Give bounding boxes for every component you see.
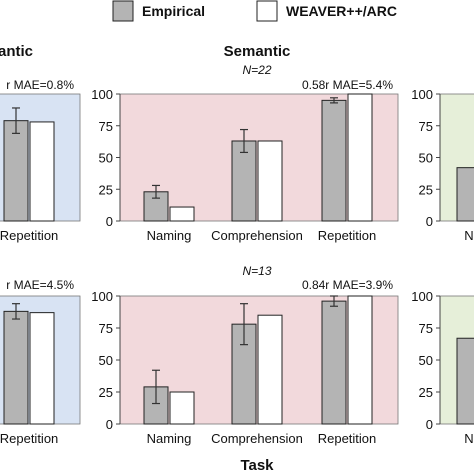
legend-label-empirical: Empirical <box>142 3 205 19</box>
bar-model <box>347 295 373 425</box>
bar-model <box>257 314 283 425</box>
y-tick-label: 25 <box>419 182 433 197</box>
x-tick-label: Naming <box>147 431 192 446</box>
bar-model <box>29 312 55 425</box>
legend-swatch-empirical <box>112 0 134 22</box>
x-tick-label: N <box>464 431 473 446</box>
stats-label: r MAE=0.8% <box>6 78 74 92</box>
y-tick-label: 75 <box>419 119 433 134</box>
y-tick-label: 100 <box>411 87 433 102</box>
bar-model <box>169 206 195 222</box>
y-tick-label: 0 <box>106 214 113 229</box>
stats-label: r MAE=4.5% <box>6 278 74 292</box>
x-tick-label: Comprehension <box>211 228 303 243</box>
panel-top-right-partial: 0 25 50 75 100 N <box>411 87 474 243</box>
panel-title: N=13 <box>242 264 271 278</box>
y-tick-label: 50 <box>419 151 433 166</box>
panel-title: N=22 <box>242 63 271 77</box>
panel-top-left-partial: Repetition r MAE=0.8% <box>0 78 81 243</box>
stats-label: 0.84r MAE=3.9% <box>302 278 393 292</box>
bar-empirical <box>3 310 29 425</box>
x-tick-label: Repetition <box>0 228 58 243</box>
bar-model <box>257 140 283 222</box>
bar-empirical <box>456 167 474 222</box>
y-tick-label: 50 <box>99 151 113 166</box>
panels: Repetition r MAE=0.8% 0 25 50 75 100 Naming Comp… <box>0 63 474 446</box>
panel-bottom-center: 0 25 50 75 100 Naming Comprehension Repetition N… <box>91 264 399 446</box>
y-tick-label: 100 <box>411 289 433 304</box>
bar-empirical <box>321 99 347 222</box>
bar-empirical <box>456 337 474 425</box>
row-title-left: antic <box>0 43 33 60</box>
y-tick-label: 0 <box>426 214 433 229</box>
y-tick-label: 25 <box>99 182 113 197</box>
bar-empirical <box>321 300 347 425</box>
y-tick-label: 25 <box>419 385 433 400</box>
y-tick-label: 100 <box>91 289 113 304</box>
bar-empirical <box>3 120 29 222</box>
y-tick-label: 50 <box>99 353 113 368</box>
x-tick-label: Repetition <box>318 228 377 243</box>
y-tick-label: 50 <box>419 353 433 368</box>
y-tick-label: 75 <box>99 321 113 336</box>
bar-model <box>29 121 55 222</box>
y-tick-label: 100 <box>91 87 113 102</box>
x-tick-label: N <box>464 228 473 243</box>
x-tick-label: Repetition <box>0 431 58 446</box>
legend-swatch-model <box>256 0 278 22</box>
legend-label-model: WEAVER++/ARC <box>286 3 397 19</box>
panel-bottom-right-partial: 0 25 50 75 100 N <box>411 289 474 446</box>
x-axis-label: Task <box>240 457 274 474</box>
y-tick-label: 0 <box>106 417 113 432</box>
panel-bottom-left-partial: Repetition r MAE=4.5% <box>0 278 81 446</box>
bar-model <box>169 391 195 425</box>
y-tick-label: 75 <box>99 119 113 134</box>
stats-label: 0.58r MAE=5.4% <box>302 78 393 92</box>
y-tick-label: 75 <box>419 321 433 336</box>
column-title: Semantic <box>224 43 291 60</box>
y-tick-label: 0 <box>426 417 433 432</box>
legend: Empirical WEAVER++/ARC <box>112 0 397 22</box>
x-tick-label: Naming <box>147 228 192 243</box>
bar-empirical <box>231 140 257 222</box>
x-tick-label: Comprehension <box>211 431 303 446</box>
x-tick-label: Repetition <box>318 431 377 446</box>
y-tick-label: 25 <box>99 385 113 400</box>
bar-model <box>347 93 373 222</box>
panel-top-center: 0 25 50 75 100 Naming Comprehension Repetition N… <box>91 63 399 243</box>
